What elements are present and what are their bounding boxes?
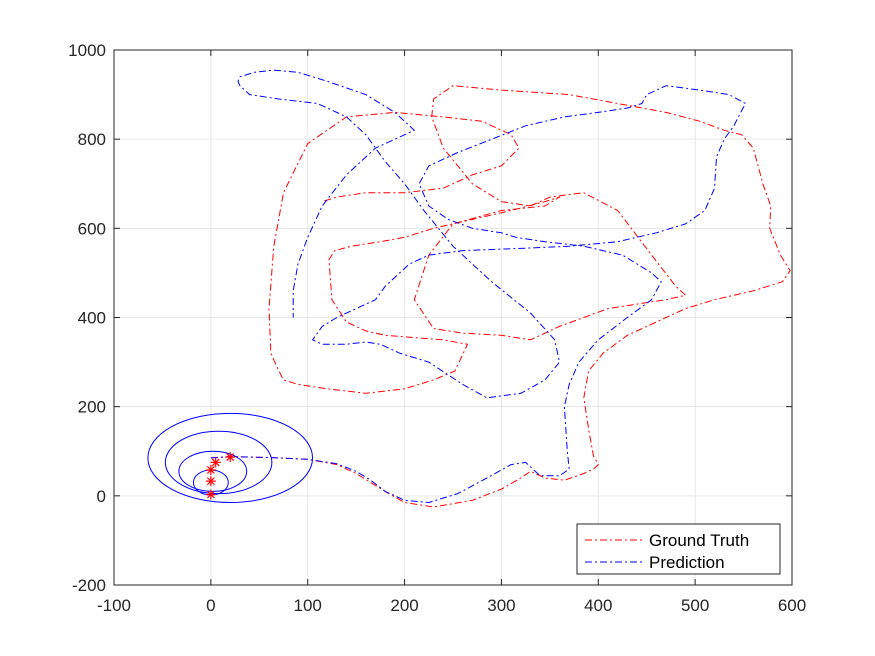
star-marker (210, 457, 221, 468)
plot-area (147, 69, 791, 508)
legend-label-ground-truth: Ground Truth (649, 531, 749, 550)
x-tick-label: 600 (778, 596, 806, 615)
y-tick-label: 1000 (68, 41, 106, 60)
y-tick-label: 800 (78, 130, 106, 149)
series-line-prediction (210, 69, 746, 503)
legend: Ground Truth Prediction (576, 523, 781, 575)
x-tick-label: 300 (487, 596, 515, 615)
x-tick-label: -100 (97, 596, 131, 615)
x-tick-label: 0 (206, 596, 215, 615)
legend-label-prediction: Prediction (649, 553, 725, 572)
x-tick-label: 200 (390, 596, 418, 615)
star-marker (205, 464, 216, 475)
y-tick-label: 600 (78, 219, 106, 238)
legend-box (576, 523, 781, 575)
y-tick-label: 400 (78, 309, 106, 328)
x-tick-label: 100 (294, 596, 322, 615)
uncertainty-ellipse-1 (147, 412, 314, 504)
y-tick-label: 200 (78, 398, 106, 417)
star-marker (205, 489, 216, 500)
axis-ticks: -100 0 100 200 300 400 500 600 -200 0 200 400 600 800… (68, 41, 806, 615)
y-tick-label: 0 (97, 487, 106, 506)
x-tick-label: 500 (681, 596, 709, 615)
star-marker (205, 476, 216, 487)
star-marker (225, 452, 236, 463)
y-tick-label: -200 (72, 576, 106, 595)
uncertainty-ellipse-3 (178, 450, 248, 492)
x-tick-label: 400 (584, 596, 612, 615)
series-line-ground-truth (210, 85, 791, 508)
